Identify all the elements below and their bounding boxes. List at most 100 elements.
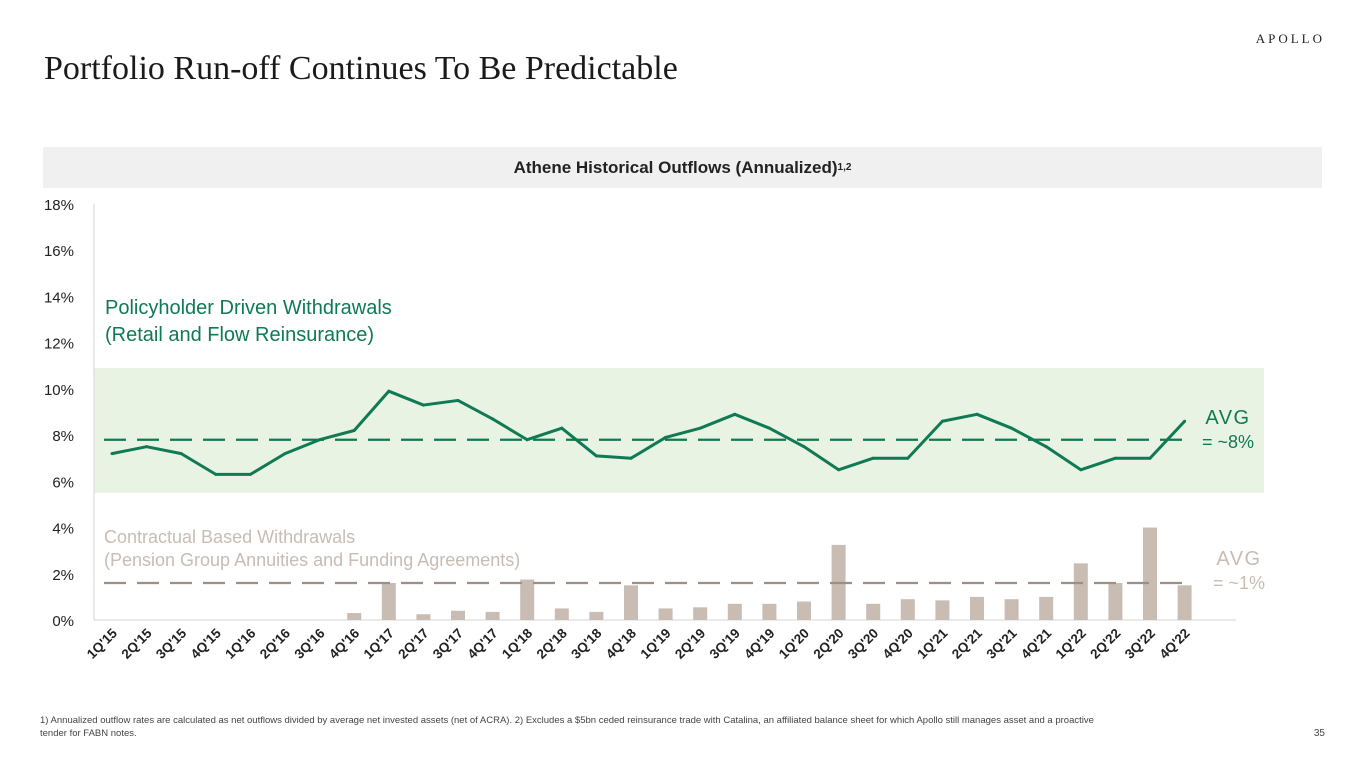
policyholder-line — [111, 389, 1186, 476]
x-tick-label: 1Q'20 — [776, 626, 812, 662]
bar-contractual-4Q'18 — [624, 585, 638, 620]
policyholder-point-2Q'15 — [145, 445, 149, 449]
x-tick-label: 4Q'15 — [188, 625, 225, 662]
y-tick-label: 0% — [52, 613, 74, 630]
policyholder-point-4Q'19 — [767, 426, 771, 430]
policyholder-point-1Q'19 — [664, 435, 668, 439]
x-tick-label: 1Q'17 — [361, 626, 397, 662]
bar-contractual-1Q'19 — [658, 608, 673, 620]
x-tick-label: 2Q'21 — [949, 625, 986, 662]
chart-title: Athene Historical Outflows (Annualized) — [513, 157, 838, 177]
y-tick-label: 14% — [44, 289, 74, 306]
x-tick-label: 4Q'19 — [741, 626, 777, 662]
x-tick-label: 2Q'17 — [395, 626, 431, 662]
policyholder-point-2Q'19 — [698, 426, 702, 430]
chart-title-footnote-ref: 1,2 — [837, 162, 852, 173]
y-tick-label: 10% — [44, 382, 74, 399]
x-tick-label: 4Q'17 — [464, 626, 500, 662]
policyholder-point-1Q'18 — [525, 438, 529, 442]
x-tick-label: 4Q'22 — [1156, 626, 1192, 662]
bar-contractual-2Q'22 — [1108, 583, 1123, 620]
policyholder-point-3Q'21 — [1010, 426, 1014, 430]
x-tick-label: 2Q'16 — [257, 625, 294, 662]
bar-contractual-4Q'17 — [485, 611, 500, 620]
policyholder-point-2Q'22 — [1113, 456, 1117, 460]
contractual-series-name: Contractual Based Withdrawals — [104, 527, 355, 547]
policyholder-point-4Q'21 — [1044, 445, 1048, 449]
x-tick-label: 4Q'18 — [603, 625, 640, 662]
y-tick-label: 18% — [44, 197, 74, 214]
policyholder-avg-label: AVG — [1205, 407, 1250, 429]
y-tick-label: 4% — [52, 521, 74, 538]
x-tick-label: 2Q'22 — [1087, 626, 1123, 662]
policyholder-point-4Q'15 — [214, 472, 218, 476]
bar-contractual-4Q'20 — [900, 599, 915, 620]
policyholder-point-4Q'16 — [352, 428, 356, 432]
y-tick-label: 2% — [52, 567, 74, 584]
x-tick-label: 3Q'21 — [983, 625, 1020, 662]
policyholder-point-1Q'21 — [940, 419, 944, 423]
x-tick-label: 1Q'19 — [637, 626, 673, 662]
bar-contractual-4Q'16 — [347, 613, 362, 620]
bar-contractual-1Q'18 — [520, 579, 535, 620]
x-tick-label: 3Q'16 — [291, 625, 328, 662]
bar-contractual-3Q'20 — [866, 603, 881, 620]
policyholder-point-3Q'19 — [733, 412, 737, 416]
bar-contractual-2Q'17 — [416, 614, 431, 620]
policyholder-point-1Q'20 — [802, 445, 806, 449]
policyholder-point-4Q'17 — [491, 417, 495, 421]
bar-contractual-4Q'19 — [762, 603, 777, 620]
policyholder-point-2Q'18 — [560, 426, 564, 430]
policyholder-point-4Q'20 — [906, 456, 910, 460]
x-tick-label: 1Q'15 — [84, 625, 121, 662]
policyholder-point-3Q'16 — [318, 438, 322, 442]
page-title: Portfolio Run-off Continues To Be Predic… — [44, 50, 678, 87]
bar-contractual-4Q'21 — [1039, 596, 1054, 620]
policyholder-point-2Q'21 — [975, 412, 979, 416]
policyholder-band — [94, 368, 1264, 493]
bar-contractual-3Q'17 — [451, 610, 465, 620]
bar-contractual-1Q'22 — [1073, 563, 1088, 620]
x-tick-label: 3Q'20 — [845, 626, 881, 662]
footnote: 1) Annualized outflow rates are calculat… — [40, 715, 1094, 739]
policyholder-point-2Q'20 — [837, 468, 841, 472]
x-tick-label: 2Q'19 — [672, 626, 708, 662]
chart-title-bar: Athene Historical Outflows (Annualized) 1… — [43, 147, 1322, 188]
x-tick-label: 3Q'18 — [568, 625, 605, 662]
x-tick-label: 3Q'22 — [1122, 626, 1158, 662]
x-tick-label: 4Q'16 — [326, 625, 363, 662]
bar-contractual-1Q'21 — [935, 600, 950, 620]
x-tick-label: 4Q'20 — [880, 626, 916, 662]
policyholder-point-2Q'16 — [283, 452, 287, 456]
policyholder-series-name: Policyholder Driven Withdrawals — [105, 297, 392, 319]
policyholder-series-subtitle: (Retail and Flow Reinsurance) — [105, 324, 374, 346]
contractual-avg-value: = ~1% — [1213, 573, 1265, 593]
y-tick-label: 6% — [52, 474, 74, 491]
bar-contractual-3Q'21 — [1004, 599, 1019, 620]
policyholder-point-1Q'16 — [248, 472, 252, 476]
bar-contractual-2Q'19 — [693, 607, 708, 620]
bar-contractual-3Q'19 — [727, 603, 742, 620]
x-tick-label: 1Q'21 — [914, 625, 951, 662]
policyholder-point-3Q'22 — [1148, 456, 1152, 460]
apollo-logo: APOLLO — [1255, 31, 1325, 46]
contractual-series-subtitle: (Pension Group Annuities and Funding Agr… — [104, 550, 520, 570]
y-tick-label: 8% — [52, 428, 74, 445]
policyholder-point-4Q'18 — [629, 456, 633, 460]
x-tick-label: 1Q'16 — [222, 625, 259, 662]
bar-contractual-2Q'18 — [554, 608, 569, 620]
bar-contractual-3Q'18 — [589, 611, 604, 620]
bar-contractual-3Q'22 — [1143, 527, 1157, 620]
policyholder-point-3Q'15 — [179, 452, 183, 456]
policyholder-avg-value: = ~8% — [1202, 432, 1254, 452]
bar-contractual-1Q'17 — [381, 583, 396, 620]
x-tick-label: 2Q'20 — [810, 626, 846, 662]
policyholder-point-1Q'22 — [1079, 468, 1083, 472]
bar-contractual-2Q'21 — [970, 596, 984, 620]
x-tick-label: 1Q'22 — [1053, 626, 1089, 662]
policyholder-point-3Q'18 — [594, 454, 598, 458]
bar-contractual-1Q'20 — [797, 601, 811, 620]
y-tick-label: 16% — [44, 243, 74, 260]
policyholder-point-3Q'20 — [871, 456, 875, 460]
